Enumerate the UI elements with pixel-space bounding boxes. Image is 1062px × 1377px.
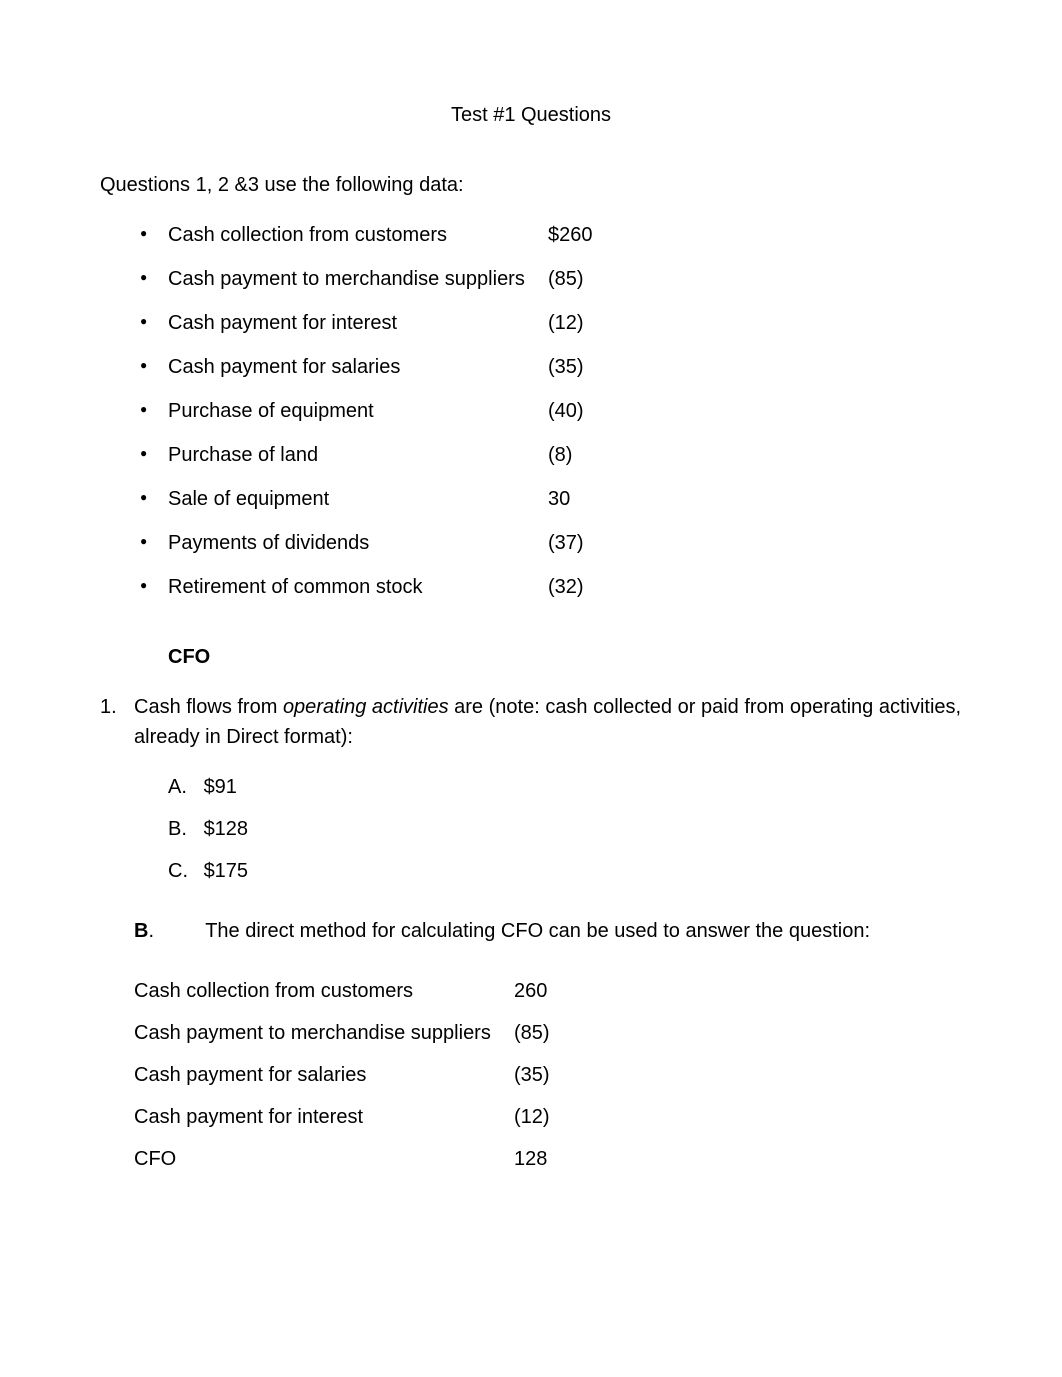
question-text-italic: operating activities [283,696,449,718]
calculation-table: Cash collection from customers 260 Cash … [100,976,962,1174]
calc-value: (35) [514,1060,550,1090]
list-item: ● Cash payment for interest (12) [140,308,962,338]
item-label: Cash payment to merchandise suppliers [168,264,548,294]
item-label: Purchase of land [168,440,548,470]
table-row: Cash collection from customers 260 [134,976,962,1006]
data-list: ● Cash collection from customers $260 ● … [100,220,962,602]
item-label: Sale of equipment [168,484,548,514]
option-b: B. $128 [168,814,962,844]
item-value: (35) [548,352,584,382]
cfo-heading: CFO [100,642,962,672]
list-item: ● Cash collection from customers $260 [140,220,962,250]
item-value: $260 [548,220,593,250]
option-letter: B. [168,814,198,844]
answer-period: . [148,920,154,942]
item-label: Cash payment for salaries [168,352,548,382]
list-item: ● Purchase of equipment (40) [140,396,962,426]
item-label: Purchase of equipment [168,396,548,426]
list-item: ● Purchase of land (8) [140,440,962,470]
bullet-icon: ● [140,268,168,286]
calc-label: Cash payment for salaries [134,1060,514,1090]
bullet-icon: ● [140,224,168,242]
item-value: (32) [548,572,584,602]
option-value: $175 [204,860,249,882]
answer-options: A. $91 B. $128 C. $175 [100,772,962,886]
calc-value: 260 [514,976,547,1006]
table-row: Cash payment for interest (12) [134,1102,962,1132]
question-number: 1. [100,692,134,722]
answer-explanation: B. The direct method for calculating CFO… [100,916,962,946]
list-item: ● Cash payment for salaries (35) [140,352,962,382]
bullet-icon: ● [140,356,168,374]
bullet-icon: ● [140,532,168,550]
bullet-icon: ● [140,444,168,462]
item-label: Cash payment for interest [168,308,548,338]
option-value: $91 [204,776,237,798]
calc-label: CFO [134,1144,514,1174]
item-value: (85) [548,264,584,294]
answer-letter: B. [134,916,200,946]
bullet-icon: ● [140,400,168,418]
item-value: (40) [548,396,584,426]
list-item: ● Payments of dividends (37) [140,528,962,558]
item-label: Retirement of common stock [168,572,548,602]
item-label: Payments of dividends [168,528,548,558]
list-item: ● Sale of equipment 30 [140,484,962,514]
item-value: (8) [548,440,572,470]
item-value: (37) [548,528,584,558]
questions-intro: Questions 1, 2 &3 use the following data… [100,170,962,200]
list-item: ● Cash payment to merchandise suppliers … [140,264,962,294]
bullet-icon: ● [140,488,168,506]
item-value: 30 [548,484,570,514]
calc-value: (12) [514,1102,550,1132]
option-a: A. $91 [168,772,962,802]
option-c: C. $175 [168,856,962,886]
bullet-icon: ● [140,312,168,330]
list-item: ● Retirement of common stock (32) [140,572,962,602]
question-1: 1.Cash flows from operating activities a… [100,692,962,752]
question-text-1: Cash flows from [134,696,283,718]
answer-letter-bold: B [134,920,148,942]
option-letter: C. [168,856,198,886]
option-letter: A. [168,772,198,802]
item-value: (12) [548,308,584,338]
table-row: Cash payment to merchandise suppliers (8… [134,1018,962,1048]
calc-label: Cash payment for interest [134,1102,514,1132]
page-title: Test #1 Questions [100,100,962,130]
calc-value: 128 [514,1144,547,1174]
item-label: Cash collection from customers [168,220,548,250]
calc-value: (85) [514,1018,550,1048]
option-value: $128 [204,818,249,840]
table-row: Cash payment for salaries (35) [134,1060,962,1090]
answer-text: The direct method for calculating CFO ca… [205,920,870,942]
calc-label: Cash collection from customers [134,976,514,1006]
table-row: CFO 128 [134,1144,962,1174]
bullet-icon: ● [140,576,168,594]
calc-label: Cash payment to merchandise suppliers [134,1018,514,1048]
